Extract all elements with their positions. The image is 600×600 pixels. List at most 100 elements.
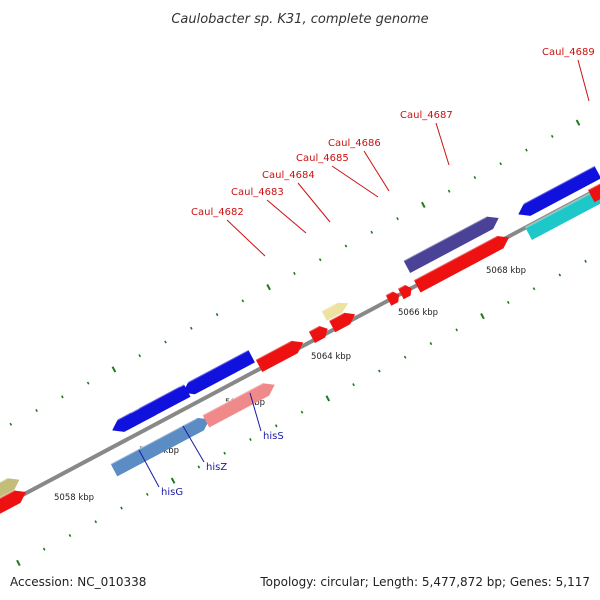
tick-mark [249, 438, 252, 442]
tick-mark [352, 383, 355, 387]
tick-mark [525, 148, 528, 152]
tick-mark [421, 201, 426, 209]
gene-block [587, 182, 600, 203]
gene-block [130, 383, 191, 421]
gene-highlight [403, 215, 488, 262]
gene-block [403, 215, 499, 273]
gene-label: Caul_4686 [328, 138, 381, 149]
scale-label: 5068 kbp [486, 266, 526, 276]
gene-arrow [110, 418, 210, 477]
genome-summary-text: Topology: circular; Length: 5,477,872 bp… [259, 575, 590, 589]
tick-mark [473, 175, 477, 180]
gene-block [524, 189, 600, 240]
gene-highlight [255, 340, 292, 361]
tick-mark [9, 422, 13, 426]
tick-mark [16, 559, 21, 567]
tick-mark [138, 354, 142, 358]
gene-highlight [202, 382, 264, 417]
tick-mark [455, 328, 459, 332]
gene-highlight [130, 383, 185, 414]
gene-highlight [110, 417, 198, 465]
gene-arrow [308, 326, 328, 343]
gene-arrow [385, 291, 400, 306]
tick-mark [266, 284, 271, 291]
label-leader-line [138, 449, 160, 488]
gene-arrow [403, 216, 499, 273]
label-leader-line [363, 150, 390, 192]
tick-mark [550, 134, 554, 138]
backbone-line [0, 185, 600, 510]
gene-labels: hisG hisZ hisS Caul_4682 Caul_4683 Caul_4684 C… [138, 47, 595, 498]
gene-highlight [524, 189, 597, 229]
label-leader-line [226, 219, 266, 257]
gene-block [328, 311, 356, 333]
label-leader-line [266, 199, 307, 234]
gene-track [0, 165, 600, 514]
tick-mark [35, 409, 38, 413]
gene-arrow [329, 312, 356, 333]
tick-mark [68, 533, 72, 538]
tick-mark [145, 492, 149, 496]
gene-highlight [321, 301, 338, 312]
label-leader-line [577, 59, 590, 102]
gene-highlight [308, 325, 320, 333]
tick-mark [575, 119, 581, 126]
gene-arrow [0, 478, 20, 498]
gene-label: Caul_4689 [542, 47, 595, 58]
gene-label: Caul_4687 [400, 110, 453, 121]
gene-block [110, 417, 210, 477]
gene-arrow [182, 350, 255, 395]
label-leader-line [249, 392, 262, 432]
gene-block [202, 382, 275, 428]
gene-highlight [0, 489, 15, 500]
tick-mark [480, 313, 485, 320]
gene-block [179, 349, 255, 395]
tick-mark [396, 217, 399, 221]
accession-text: Accession: NC_010338 [10, 575, 146, 589]
gene-label: Caul_4685 [296, 153, 349, 164]
gene-highlight [514, 165, 595, 210]
tick-mark [42, 547, 46, 551]
gene-label: hisS [263, 431, 284, 442]
gene-block [514, 165, 600, 216]
map-title: Caulobacter sp. K31, complete genome [171, 12, 428, 27]
gene-arrow [518, 166, 600, 216]
tick-mark [293, 271, 296, 275]
gene-arrow [413, 236, 509, 293]
tick-mark [584, 259, 587, 263]
label-leader-line [182, 425, 205, 463]
tick-mark [86, 381, 90, 385]
tick-mark [120, 506, 123, 510]
gene-arrow [525, 190, 600, 240]
label-leader-line [435, 122, 450, 166]
gene-label: Caul_4684 [262, 170, 315, 181]
gene-block [255, 340, 304, 372]
tick-mark [499, 162, 502, 166]
tick-mark [111, 366, 117, 373]
label-leader-line [297, 182, 331, 223]
tick-mark [94, 520, 98, 524]
tick-mark [197, 465, 201, 469]
tick-mark [558, 273, 562, 277]
tick-mark [223, 451, 226, 455]
gene-block [397, 284, 412, 300]
tick-mark [170, 477, 176, 484]
tick-mark [164, 340, 167, 344]
tick-mark [429, 342, 433, 346]
tick-mark [447, 189, 451, 193]
tick-mark [300, 410, 304, 414]
tick-mark [318, 258, 322, 262]
scale-label: 5066 kbp [398, 308, 438, 318]
gene-block [385, 290, 400, 306]
tick-mark [532, 287, 536, 291]
tick-mark [189, 326, 193, 330]
gene-highlight [108, 401, 150, 426]
gene-label: Caul_4683 [231, 187, 284, 198]
scale-label: 5064 kbp [311, 352, 351, 362]
gene-label: hisG [161, 487, 183, 498]
tick-mark [370, 230, 374, 234]
gene-highlight [328, 311, 345, 322]
tick-mark [403, 355, 407, 359]
inner-tick-track [16, 259, 587, 567]
gene-arrow [134, 384, 191, 421]
